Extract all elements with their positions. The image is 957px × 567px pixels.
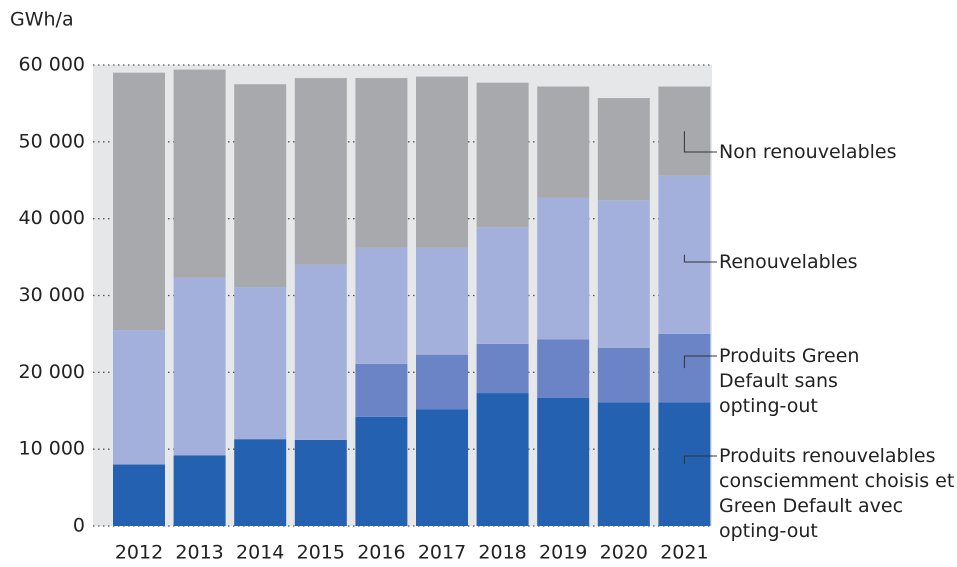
x-tick-label: 2014 bbox=[236, 542, 284, 564]
x-tick-label: 2018 bbox=[478, 542, 526, 564]
bar-segment bbox=[476, 343, 529, 394]
bar-segment bbox=[537, 86, 590, 198]
bar-segment bbox=[294, 78, 347, 265]
bar-segment bbox=[113, 72, 165, 331]
y-tick-label: 30 000 bbox=[19, 284, 85, 306]
bar-segment bbox=[416, 247, 468, 355]
bar-segment bbox=[234, 84, 287, 288]
bar-segment bbox=[416, 76, 468, 248]
bar-segment bbox=[476, 393, 529, 526]
bar-segment bbox=[294, 439, 347, 526]
bar-segment bbox=[537, 339, 590, 398]
bar-segment bbox=[355, 247, 408, 364]
bar-segment bbox=[597, 200, 650, 348]
bar-segment bbox=[113, 330, 165, 465]
legend-label: Renouvelables bbox=[719, 251, 858, 273]
bar-segment bbox=[537, 397, 590, 526]
y-tick-label: 40 000 bbox=[19, 207, 85, 229]
bar-segment bbox=[537, 197, 590, 340]
bar-segment bbox=[416, 354, 468, 410]
leader-line bbox=[683, 455, 717, 465]
legend-label: Non renouvelables bbox=[719, 141, 897, 163]
bar-segment bbox=[173, 277, 226, 456]
y-tick-label: 0 bbox=[73, 515, 85, 537]
bar-segment bbox=[597, 98, 650, 201]
bar-segment bbox=[234, 439, 287, 526]
x-tick-label: 2019 bbox=[539, 542, 587, 564]
legend-label: Produits Green Default sans opting-out bbox=[719, 345, 860, 417]
bar-segment bbox=[476, 227, 529, 344]
x-tick-label: 2013 bbox=[175, 542, 223, 564]
leader-line bbox=[683, 254, 717, 263]
bar-segment bbox=[173, 455, 226, 526]
leader-line bbox=[683, 131, 717, 153]
y-tick-label: 20 000 bbox=[19, 361, 85, 383]
bar-segment bbox=[355, 416, 408, 526]
x-tick-label: 2017 bbox=[418, 542, 466, 564]
y-tick-label: 60 000 bbox=[19, 54, 85, 76]
bar-segment bbox=[597, 347, 650, 403]
x-tick-label: 2020 bbox=[600, 542, 648, 564]
bar-segment bbox=[294, 264, 347, 440]
y-axis-label: GWh/a bbox=[10, 9, 74, 31]
bar-segment bbox=[234, 287, 287, 440]
bar-segment bbox=[173, 69, 226, 278]
y-tick-label: 10 000 bbox=[19, 438, 85, 460]
bar-segment bbox=[597, 402, 650, 526]
x-tick-label: 2012 bbox=[115, 542, 163, 564]
bar-segment bbox=[476, 82, 529, 228]
leader-line bbox=[683, 355, 717, 369]
x-tick-label: 2021 bbox=[660, 542, 708, 564]
bar-segment bbox=[355, 363, 408, 417]
legend-label: Produits renouvelables consciemment choi… bbox=[719, 445, 955, 542]
bar-segment bbox=[355, 78, 408, 248]
x-tick-label: 2016 bbox=[357, 542, 405, 564]
y-tick-label: 50 000 bbox=[19, 130, 85, 152]
bar-segment bbox=[113, 464, 165, 526]
x-tick-label: 2015 bbox=[297, 542, 345, 564]
bar-segment bbox=[416, 409, 468, 526]
